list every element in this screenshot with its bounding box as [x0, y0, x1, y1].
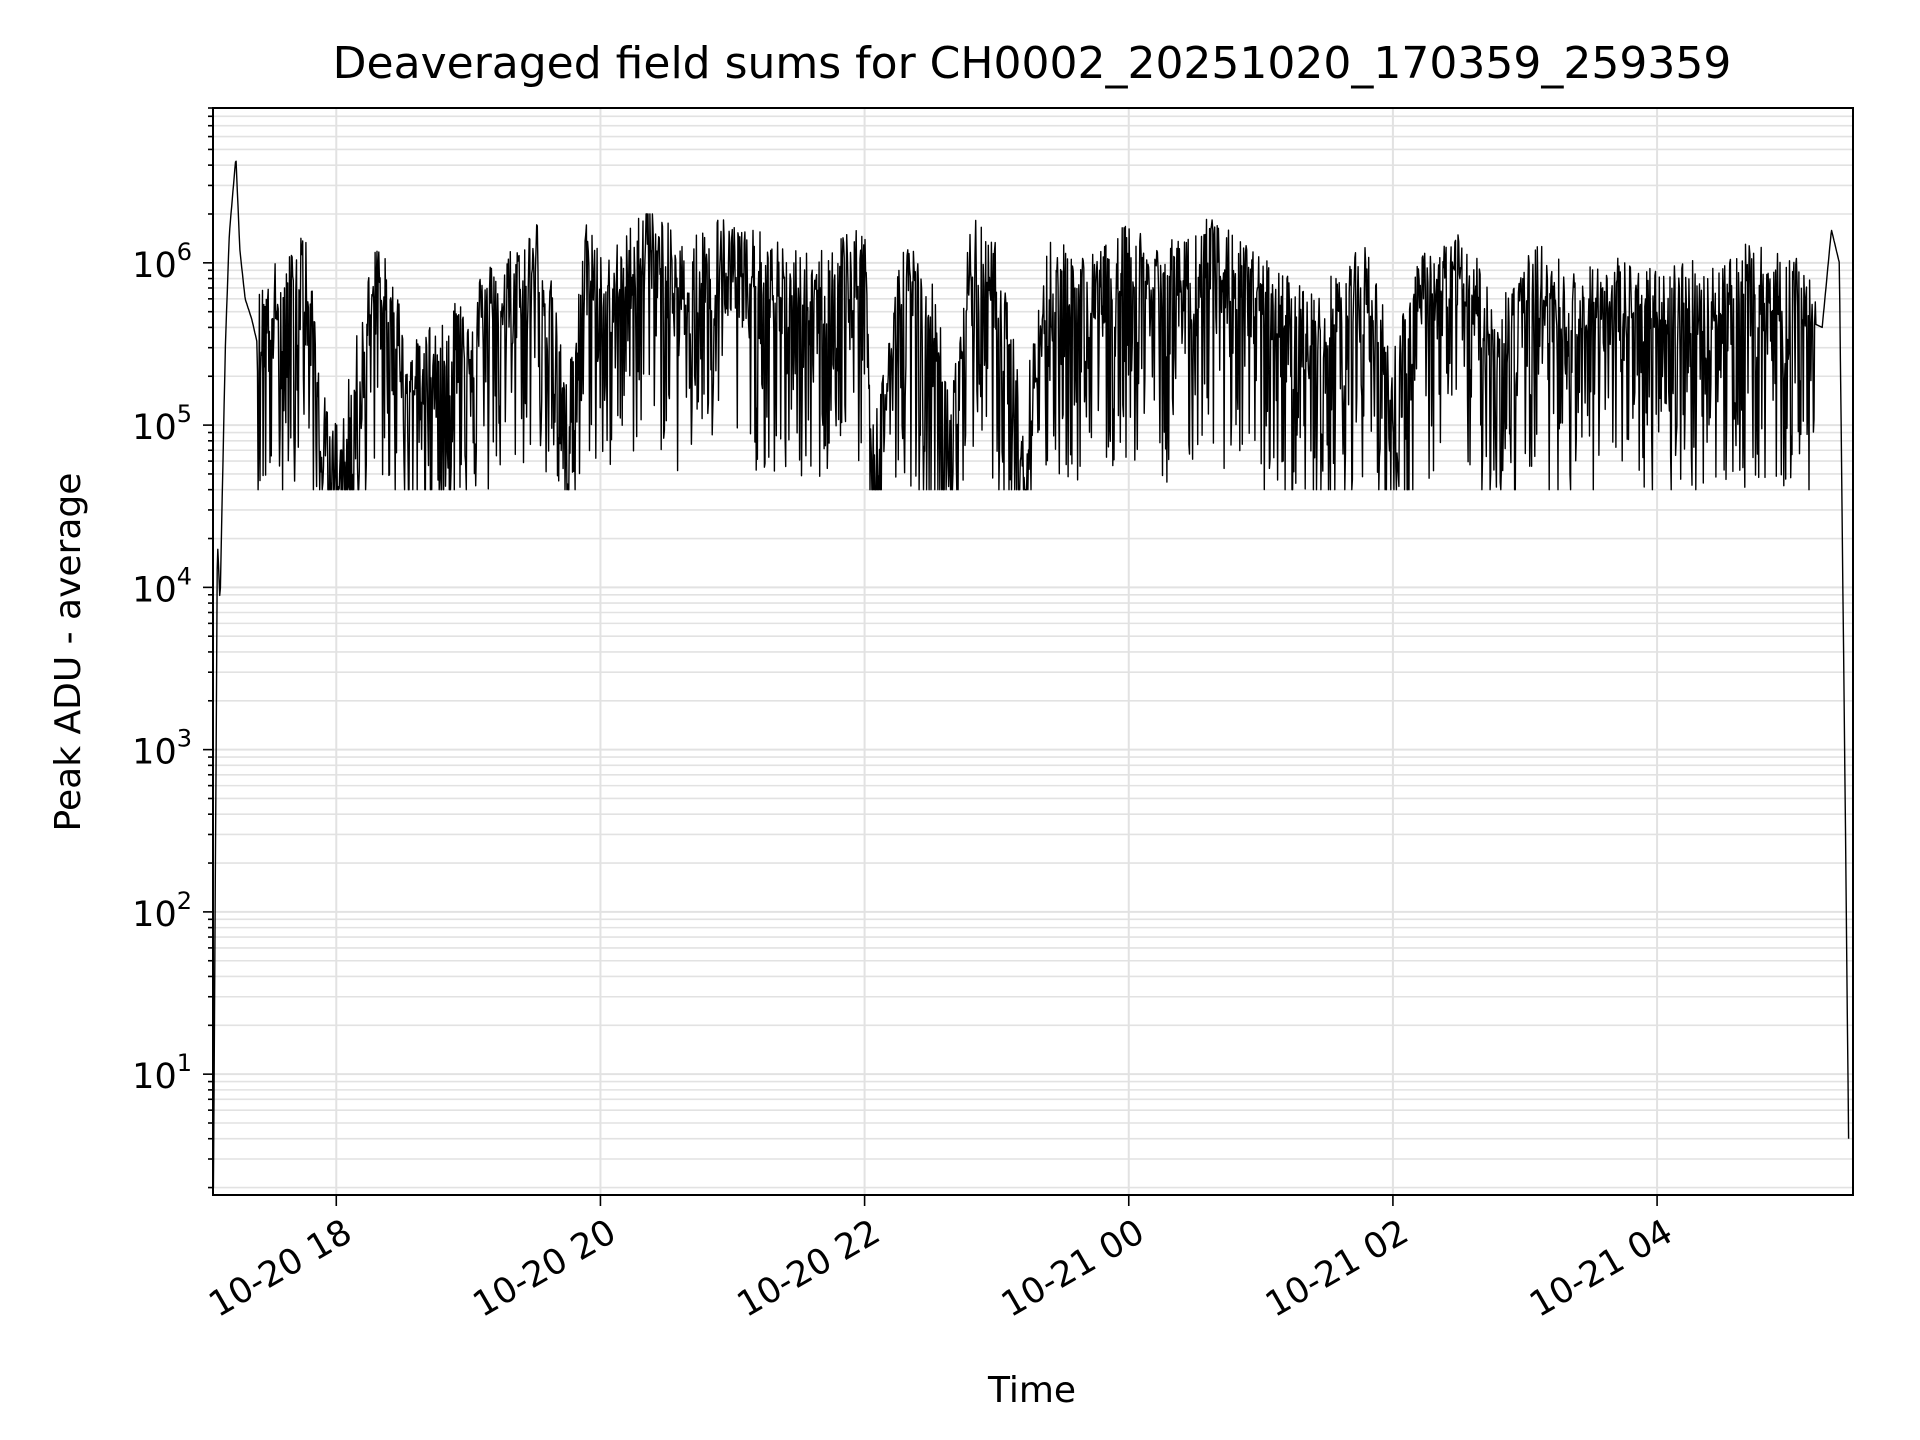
- y-tick-label: 101: [132, 1049, 192, 1097]
- y-tick-label: 103: [132, 725, 192, 773]
- x-axis-label: Time: [987, 1370, 1076, 1411]
- series-layer: [212, 160, 1850, 1188]
- y-tick-label: 106: [132, 238, 192, 286]
- y-tick-label: 105: [132, 400, 192, 448]
- y-tick-label: 104: [132, 562, 192, 610]
- y-axis-label: Peak ADU - average: [48, 473, 89, 832]
- series-line: [212, 160, 1850, 1188]
- y-tick-label: 102: [132, 887, 192, 935]
- plot-frame: [212, 107, 1854, 1196]
- chart-title: Deaveraged field sums for CH0002_2025102…: [333, 38, 1732, 89]
